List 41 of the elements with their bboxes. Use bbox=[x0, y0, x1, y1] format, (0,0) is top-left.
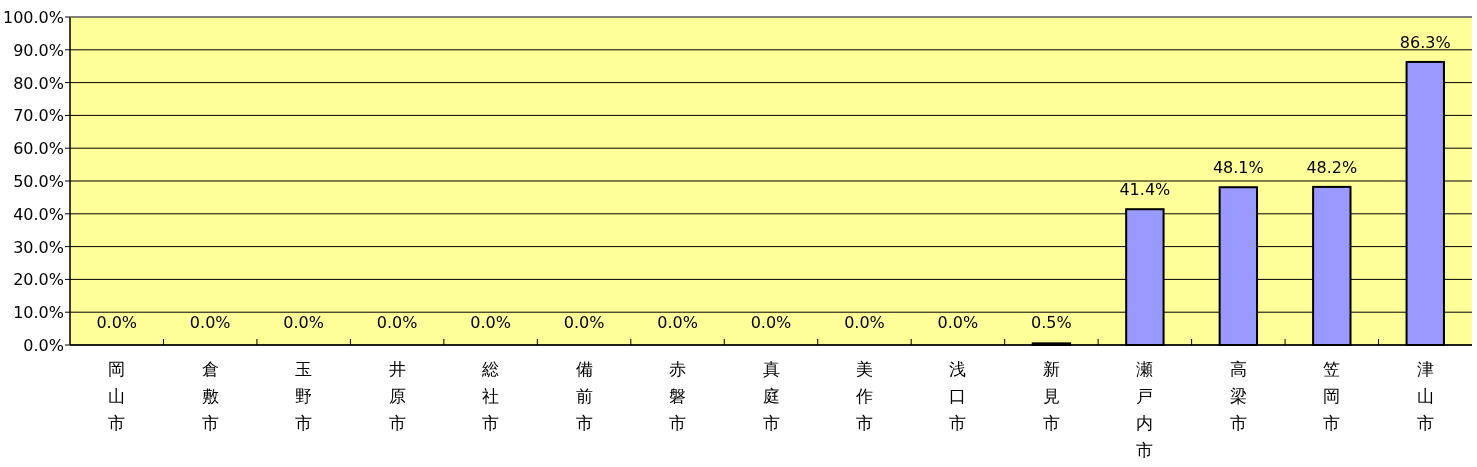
x-tick-label: 浅口市 bbox=[949, 359, 967, 433]
y-tick-label: 100.0% bbox=[2, 8, 64, 27]
x-tick-label: 笠岡市 bbox=[1323, 359, 1341, 433]
x-tick-label: 玉野市 bbox=[295, 359, 313, 433]
x-tick-label: 津山市 bbox=[1416, 359, 1434, 433]
x-tick-label: 瀬戸内市 bbox=[1136, 359, 1154, 460]
data-label: 0.0% bbox=[376, 313, 418, 332]
data-label: 0.0% bbox=[657, 313, 698, 332]
x-tick-label: 井原市 bbox=[388, 359, 406, 433]
y-tick-label: 10.0% bbox=[13, 303, 64, 323]
x-tick-label: 美作市 bbox=[854, 359, 873, 433]
y-tick-label: 0.0% bbox=[23, 336, 64, 355]
x-tick-label: 倉敷市 bbox=[201, 359, 219, 433]
data-label: 0.0% bbox=[844, 313, 885, 332]
data-label: 0.0% bbox=[96, 313, 138, 332]
data-label: 0.0% bbox=[470, 313, 511, 332]
x-tick-label: 赤磐市 bbox=[669, 359, 687, 433]
data-label: 48.1% bbox=[1212, 158, 1264, 178]
data-label: 41.4% bbox=[1119, 180, 1171, 200]
data-label: 0.5% bbox=[1031, 313, 1072, 332]
y-tick-label: 40.0% bbox=[13, 204, 64, 224]
data-label: 0.0% bbox=[937, 313, 979, 332]
y-tick-label: 80.0% bbox=[13, 73, 64, 93]
x-tick-label: 真庭市 bbox=[762, 359, 780, 433]
y-tick-label: 30.0% bbox=[13, 237, 64, 257]
x-tick-label: 新見市 bbox=[1042, 359, 1060, 433]
data-label: 86.3% bbox=[1399, 32, 1451, 52]
data-label: 0.0% bbox=[189, 313, 231, 332]
x-tick-label: 高梁市 bbox=[1229, 359, 1247, 433]
data-label: 48.2% bbox=[1306, 157, 1358, 177]
y-tick-label: 90.0% bbox=[13, 40, 64, 60]
y-tick-label: 60.0% bbox=[13, 139, 64, 159]
data-label: 0.0% bbox=[563, 313, 605, 332]
x-tick-label: 備前市 bbox=[575, 359, 593, 433]
data-label: 0.0% bbox=[750, 313, 792, 332]
y-tick-label: 20.0% bbox=[13, 270, 64, 290]
y-tick-label: 70.0% bbox=[13, 106, 64, 126]
data-label: 0.0% bbox=[283, 313, 324, 332]
x-tick-label: 岡山市 bbox=[108, 359, 126, 433]
x-tick-label: 総社市 bbox=[481, 359, 500, 433]
y-tick-label: 50.0% bbox=[13, 172, 64, 191]
